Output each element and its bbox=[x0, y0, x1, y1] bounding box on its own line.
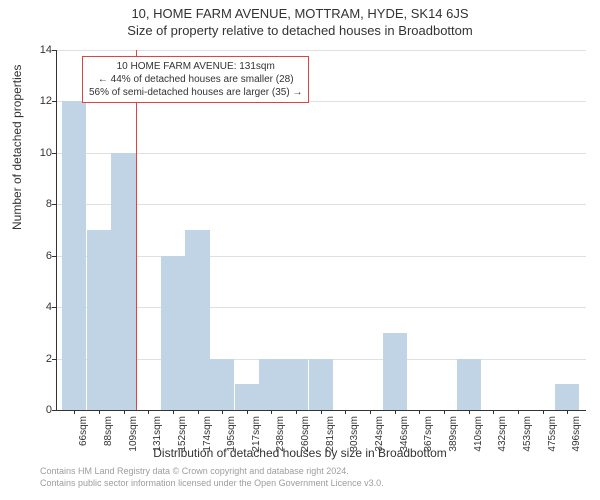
ytick-label: 4 bbox=[46, 301, 52, 313]
histogram-bar bbox=[161, 256, 185, 410]
ytick-label: 8 bbox=[46, 198, 52, 210]
ytick-label: 2 bbox=[46, 353, 52, 365]
xtick-mark bbox=[444, 410, 445, 414]
info-box-line: ← 44% of detached houses are smaller (28… bbox=[89, 73, 302, 86]
histogram-bar bbox=[62, 101, 86, 410]
histogram-bar bbox=[185, 230, 209, 410]
chart-container: 10, HOME FARM AVENUE, MOTTRAM, HYDE, SK1… bbox=[0, 0, 600, 500]
xtick-mark bbox=[469, 410, 470, 414]
ytick-label: 10 bbox=[40, 147, 52, 159]
info-box: 10 HOME FARM AVENUE: 131sqm← 44% of deta… bbox=[82, 56, 309, 103]
xtick-mark bbox=[518, 410, 519, 414]
xtick-mark bbox=[395, 410, 396, 414]
histogram-bar bbox=[235, 384, 259, 410]
title-subtitle: Size of property relative to detached ho… bbox=[0, 21, 600, 38]
histogram-bar bbox=[111, 153, 135, 410]
xtick-mark bbox=[567, 410, 568, 414]
xtick-mark bbox=[148, 410, 149, 414]
histogram-bar bbox=[457, 359, 481, 410]
xtick-mark bbox=[222, 410, 223, 414]
histogram-bar bbox=[284, 359, 308, 410]
xtick-label: 66sqm bbox=[78, 416, 89, 446]
xtick-mark bbox=[370, 410, 371, 414]
plot-region: 0246810121466sqm88sqm109sqm131sqm152sqm1… bbox=[56, 50, 586, 410]
xtick-mark bbox=[543, 410, 544, 414]
xtick-mark bbox=[198, 410, 199, 414]
footer-line1: Contains HM Land Registry data © Crown c… bbox=[40, 466, 384, 478]
title-address: 10, HOME FARM AVENUE, MOTTRAM, HYDE, SK1… bbox=[0, 0, 600, 21]
ytick-label: 0 bbox=[46, 404, 52, 416]
footer-line2: Contains public sector information licen… bbox=[40, 478, 384, 490]
y-axis-label: Number of detached properties bbox=[10, 65, 24, 230]
info-box-line: 56% of semi-detached houses are larger (… bbox=[89, 86, 302, 99]
xtick-mark bbox=[345, 410, 346, 414]
xtick-mark bbox=[173, 410, 174, 414]
histogram-bar bbox=[555, 384, 579, 410]
xtick-mark bbox=[419, 410, 420, 414]
chart-area: 0246810121466sqm88sqm109sqm131sqm152sqm1… bbox=[56, 50, 586, 410]
histogram-bar bbox=[309, 359, 333, 410]
ytick-label: 12 bbox=[40, 95, 52, 107]
histogram-bar bbox=[259, 359, 283, 410]
histogram-bar bbox=[383, 333, 407, 410]
y-axis-line bbox=[56, 50, 57, 410]
xtick-mark bbox=[74, 410, 75, 414]
xtick-mark bbox=[296, 410, 297, 414]
histogram-bar bbox=[87, 230, 111, 410]
xtick-mark bbox=[99, 410, 100, 414]
histogram-bar bbox=[210, 359, 234, 410]
marker-line bbox=[136, 50, 137, 410]
info-box-line: 10 HOME FARM AVENUE: 131sqm bbox=[89, 60, 302, 73]
ytick-label: 14 bbox=[40, 44, 52, 56]
xtick-mark bbox=[271, 410, 272, 414]
xtick-label: 88sqm bbox=[103, 416, 114, 446]
footer-attribution: Contains HM Land Registry data © Crown c… bbox=[40, 466, 384, 489]
xtick-mark bbox=[493, 410, 494, 414]
x-axis-label: Distribution of detached houses by size … bbox=[0, 446, 600, 460]
xtick-mark bbox=[321, 410, 322, 414]
ytick-label: 6 bbox=[46, 250, 52, 262]
xtick-mark bbox=[247, 410, 248, 414]
xtick-mark bbox=[124, 410, 125, 414]
